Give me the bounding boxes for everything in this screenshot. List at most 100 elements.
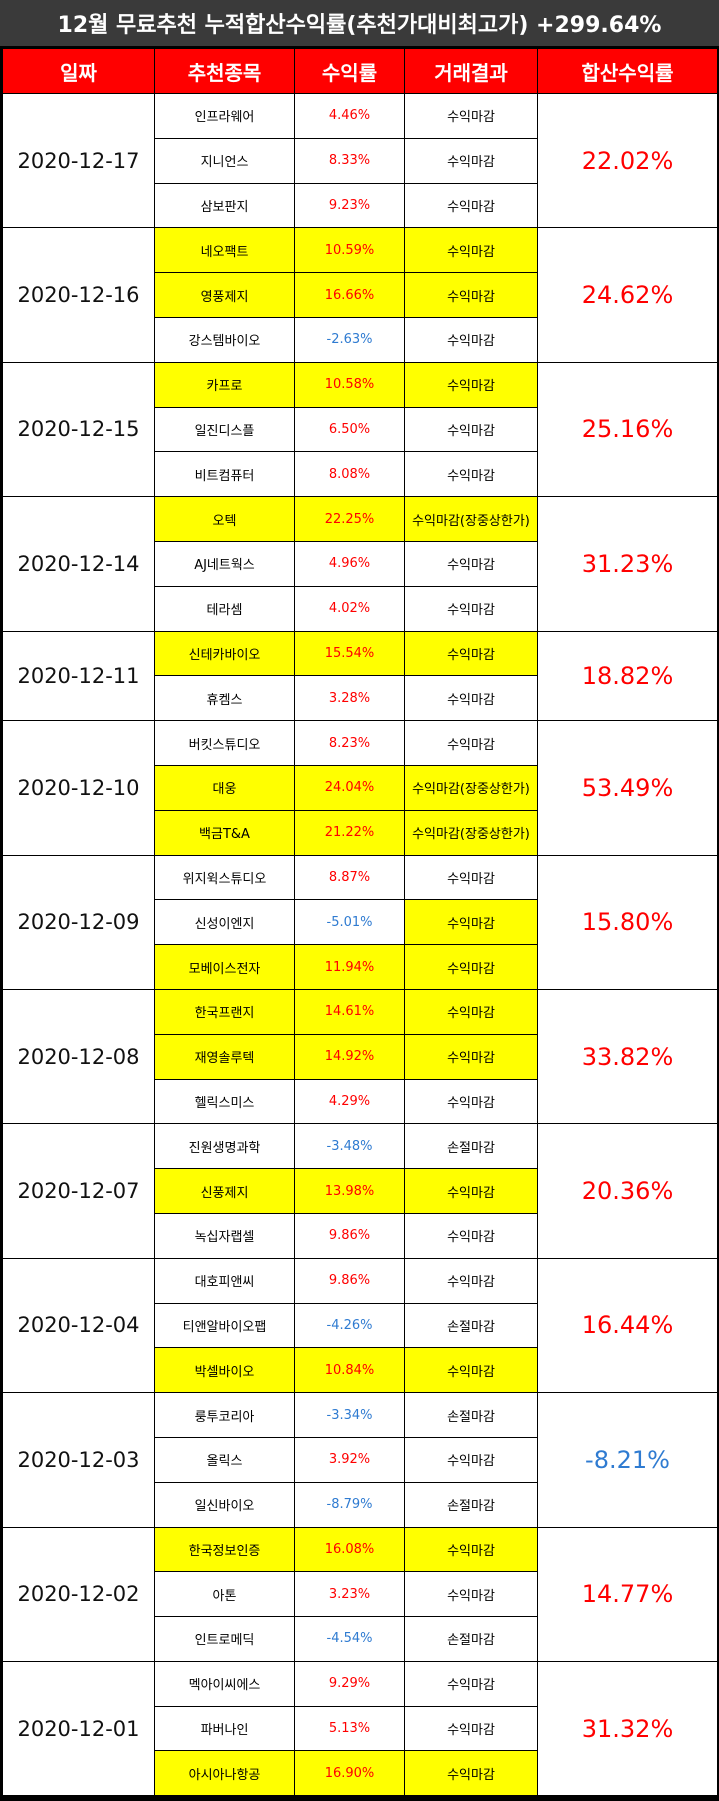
return-cell: -4.26%: [294, 1302, 405, 1349]
return-cell: 24.04%: [294, 764, 405, 811]
result-cell: 수익마감: [404, 1571, 538, 1618]
header-return: 수익률: [294, 48, 405, 94]
stock-name-cell: 재영솔루텍: [154, 1033, 295, 1080]
table-row: 신풍제지 13.98% 수익마감: [3, 1168, 718, 1214]
result-cell: 수익마감: [404, 988, 538, 1035]
return-cell: 4.02%: [294, 585, 405, 632]
return-cell: 9.29%: [294, 1660, 405, 1707]
result-cell: 수익마감: [404, 227, 538, 274]
total-return-cell: 33.82%: [537, 988, 718, 1125]
total-return-cell: 31.23%: [537, 496, 718, 632]
result-cell: 수익마감: [404, 854, 538, 901]
stock-name-cell: 일진디스플: [154, 406, 295, 453]
table-row: 2020-12-04 대호피앤씨 9.86% 수익마감 16.44%: [2, 1257, 718, 1394]
stock-name-cell: 아시아나항공: [154, 1750, 295, 1797]
return-cell: -2.63%: [294, 316, 405, 363]
table-row: 파버나인 5.13% 수익마감: [3, 1705, 718, 1752]
table-row: 2020-12-03 룽투코리아 -3.34% 손절마감 -8.21%: [2, 1392, 718, 1528]
result-cell: 수익마감: [404, 1705, 538, 1752]
return-cell: 13.98%: [294, 1168, 405, 1214]
stock-name-cell: 비트컴퓨터: [154, 451, 295, 498]
return-cell: 5.13%: [294, 1705, 405, 1752]
stock-name-cell: 백금T&A: [154, 809, 295, 856]
return-cell: 15.54%: [294, 630, 405, 677]
date-cell: 2020-12-09: [2, 854, 155, 990]
date-cell: 2020-12-11: [2, 630, 155, 722]
stock-name-cell: AJ네트웍스: [154, 540, 295, 587]
date-cell: 2020-12-16: [2, 227, 155, 363]
stock-name-cell: 올릭스: [154, 1436, 295, 1483]
stock-name-cell: 일신바이오: [154, 1481, 295, 1528]
return-cell: 16.08%: [294, 1526, 405, 1573]
return-cell: 10.59%: [294, 227, 405, 274]
result-cell: 수익마감: [404, 1212, 538, 1259]
total-return-cell: 25.16%: [537, 361, 718, 498]
table-row: 대웅 24.04% 수익마감(장중상한가): [3, 764, 718, 811]
total-return-cell: 53.49%: [537, 720, 718, 856]
table-row: 2020-12-17 인프라웨어 4.46% 수익마감 22.02%: [2, 92, 718, 229]
stock-name-cell: 인트로메딕: [154, 1616, 295, 1662]
table-row: 백금T&A 21.22% 수익마감(장중상한가): [3, 809, 718, 856]
date-cell: 2020-12-17: [2, 92, 155, 229]
return-cell: 3.92%: [294, 1436, 405, 1483]
table-row: 영풍제지 16.66% 수익마감: [3, 272, 718, 318]
return-cell: 3.23%: [294, 1571, 405, 1618]
result-cell: 손절마감: [404, 1616, 538, 1662]
result-cell: 수익마감: [404, 406, 538, 453]
stock-name-cell: 오텍: [154, 496, 295, 542]
date-cell: 2020-12-14: [2, 496, 155, 632]
header-date: 일짜: [2, 48, 155, 94]
return-cell: 14.61%: [294, 988, 405, 1035]
stock-name-cell: 버킷스튜디오: [154, 720, 295, 766]
table-row: 신성이엔지 -5.01% 수익마감: [3, 899, 718, 946]
stock-name-cell: 신테카바이오: [154, 630, 295, 677]
header-total: 합산수익률: [537, 48, 718, 94]
result-cell: 수익마감: [404, 182, 538, 229]
table-row: 2020-12-07 진원생명과학 -3.48% 손절마감 20.36%: [2, 1123, 718, 1259]
return-cell: 4.96%: [294, 540, 405, 587]
result-cell: 수익마감: [404, 899, 538, 946]
return-cell: 9.86%: [294, 1212, 405, 1259]
date-cell: 2020-12-03: [2, 1392, 155, 1528]
table-row: AJ네트웍스 4.96% 수익마감: [3, 540, 718, 587]
return-cell: 22.25%: [294, 496, 405, 542]
return-cell: 8.87%: [294, 854, 405, 901]
total-return-cell: -8.21%: [537, 1392, 718, 1528]
stock-name-cell: 영풍제지: [154, 272, 295, 318]
return-cell: -4.54%: [294, 1616, 405, 1662]
table-row: 지니언스 8.33% 수익마감: [3, 137, 718, 184]
return-cell: 8.33%: [294, 137, 405, 184]
header-row: 일짜 추천종목 수익률 거래결과 합산수익률: [2, 48, 718, 94]
result-cell: 수익마감: [404, 1347, 538, 1394]
total-return-cell: 15.80%: [537, 854, 718, 990]
return-cell: -8.79%: [294, 1481, 405, 1528]
table-row: 테라셈 4.02% 수익마감: [3, 585, 718, 632]
total-return-cell: 22.02%: [537, 92, 718, 229]
result-cell: 수익마감: [404, 272, 538, 318]
table-row: 녹십자랩셀 9.86% 수익마감: [3, 1212, 718, 1259]
total-return-cell: 20.36%: [537, 1123, 718, 1259]
stock-name-cell: 지니언스: [154, 137, 295, 184]
sheet-title: 12월 무료추천 누적합산수익률(추천가대비최고가) +299.64%: [0, 0, 719, 46]
header-stock: 추천종목: [154, 48, 295, 94]
result-cell: 손절마감: [404, 1123, 538, 1170]
result-cell: 수익마감: [404, 675, 538, 722]
stock-name-cell: 진원생명과학: [154, 1123, 295, 1170]
return-cell: -3.48%: [294, 1123, 405, 1170]
stock-name-cell: 아톤: [154, 1571, 295, 1618]
stock-name-cell: 녹십자랩셀: [154, 1212, 295, 1259]
table-row: 모베이스전자 11.94% 수익마감: [3, 944, 718, 990]
stock-name-cell: 신풍제지: [154, 1168, 295, 1214]
table-row: 일진디스플 6.50% 수익마감: [3, 406, 718, 453]
result-cell: 수익마감: [404, 585, 538, 632]
date-cell: 2020-12-08: [2, 988, 155, 1125]
header-result: 거래결과: [404, 48, 538, 94]
result-cell: 수익마감: [404, 137, 538, 184]
table-row: 2020-12-08 한국프랜지 14.61% 수익마감 33.82%: [2, 988, 718, 1125]
result-cell: 수익마감: [404, 1033, 538, 1080]
table-row: 2020-12-11 신테카바이오 15.54% 수익마감 18.82%: [2, 630, 718, 722]
total-return-cell: 31.32%: [537, 1660, 718, 1797]
table-row: 비트컴퓨터 8.08% 수익마감: [3, 451, 718, 498]
stock-name-cell: 모베이스전자: [154, 944, 295, 990]
stock-name-cell: 멕아이씨에스: [154, 1660, 295, 1707]
